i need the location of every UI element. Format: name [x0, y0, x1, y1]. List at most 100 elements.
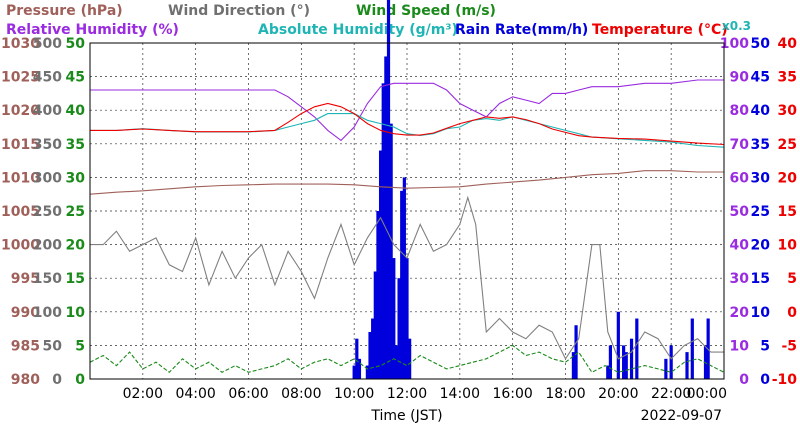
y-tick-rain: 15 — [751, 271, 770, 287]
y-tick-temperature: 20 — [778, 170, 798, 186]
y-tick-pressure: 1005 — [1, 204, 40, 220]
series-line-wind-direction — [90, 195, 724, 360]
x-axis-label: Time (JST) — [370, 408, 442, 424]
y-tick-temperature: 35 — [778, 70, 797, 86]
y-tick-wind-direction: 500 — [33, 36, 62, 52]
y-tick-temperature: 0 — [787, 305, 797, 321]
y-tick-rain: 35 — [751, 137, 770, 153]
rain-bar — [574, 325, 578, 379]
y-tick-humidity: 60 — [730, 170, 750, 186]
y-tick-temperature: 15 — [778, 204, 797, 220]
rain-bar — [685, 352, 689, 379]
y-tick-temperature: 5 — [787, 271, 797, 287]
rain-bar — [571, 352, 576, 379]
x-tick-label: 02:00 — [123, 386, 163, 402]
y-tick-rain: 40 — [751, 103, 771, 119]
x-tick-label: 22:00 — [651, 386, 691, 402]
rain-bar — [365, 365, 369, 379]
grid — [90, 43, 724, 379]
y-tick-rain: 20 — [751, 238, 771, 254]
y-tick-humidity: 90 — [730, 70, 750, 86]
y-tick-humidity: 100 — [720, 36, 749, 52]
y-tick-rain: 0 — [760, 372, 770, 388]
y-tick-rain: 10 — [751, 305, 771, 321]
y-tick-wind-speed: 0 — [75, 372, 85, 388]
x-tick-label: 20:00 — [598, 386, 638, 402]
plot-frame — [89, 42, 725, 380]
y-tick-wind-speed: 50 — [66, 36, 86, 52]
legend-rain-scale-note: x0.3 — [722, 19, 751, 33]
left-axes: 1030102510201015101010051000995990985980… — [1, 36, 85, 388]
legend-wind-speed: Wind Speed (m/s) — [356, 3, 496, 19]
y-tick-wind-direction: 350 — [33, 137, 62, 153]
y-tick-wind-direction: 50 — [43, 338, 63, 354]
y-tick-pressure: 990 — [11, 305, 40, 321]
rain-bar — [405, 258, 409, 379]
y-tick-wind-speed: 40 — [66, 103, 86, 119]
y-tick-wind-direction: 100 — [33, 305, 62, 321]
rain-bar — [690, 318, 694, 379]
rain-bar — [394, 345, 399, 379]
y-tick-wind-speed: 30 — [66, 170, 86, 186]
rain-bar — [703, 345, 708, 379]
y-tick-rain: 30 — [751, 170, 771, 186]
rain-bar — [355, 338, 359, 379]
rain-bar — [397, 278, 401, 379]
legend-wind-direction: Wind Direction (°) — [168, 3, 310, 19]
rain-bar — [408, 338, 412, 379]
y-tick-wind-direction: 400 — [33, 103, 62, 119]
y-tick-wind-direction: 0 — [52, 372, 62, 388]
rain-bar — [357, 358, 362, 379]
y-tick-wind-direction: 450 — [33, 70, 62, 86]
rain-bar — [606, 365, 610, 379]
x-tick-label: 18:00 — [545, 386, 585, 402]
x-tick-label: 04:00 — [175, 386, 215, 402]
y-tick-humidity: 70 — [730, 137, 750, 153]
rain-bar — [386, 0, 391, 380]
series-layer — [89, 0, 725, 380]
rain-bar — [392, 258, 396, 379]
y-tick-humidity: 30 — [730, 271, 750, 287]
series-line-temperature — [90, 102, 725, 146]
rain-bar — [402, 177, 406, 379]
y-tick-rain: 25 — [751, 204, 770, 220]
legend-temperature: Temperature (°C) — [592, 22, 728, 38]
legend-absolute-humidity: Absolute Humidity (g/m³) — [258, 22, 458, 38]
legend-pressure: Pressure (hPa) — [6, 3, 123, 19]
rain-bar — [400, 190, 404, 379]
rain-bar — [664, 358, 668, 379]
x-tick-label: 00:00 — [687, 386, 727, 402]
y-tick-wind-speed: 45 — [66, 70, 85, 86]
x-tick-label: 14:00 — [440, 386, 480, 402]
y-tick-humidity: 50 — [730, 204, 750, 220]
y-tick-rain: 45 — [751, 70, 770, 86]
y-tick-pressure: 985 — [11, 338, 40, 354]
y-tick-pressure: 1015 — [1, 137, 40, 153]
y-tick-rain: 50 — [751, 36, 771, 52]
rain-bar — [381, 83, 385, 379]
y-tick-pressure: 1010 — [1, 170, 40, 186]
date-label: 2022-09-07 — [641, 408, 722, 424]
rain-bar — [376, 211, 380, 379]
legend-rain-rate: Rain Rate(mm/h) — [455, 22, 588, 38]
x-tick-label: 16:00 — [492, 386, 532, 402]
y-tick-temperature: -10 — [772, 372, 798, 388]
y-tick-pressure: 980 — [11, 372, 40, 388]
y-tick-humidity: 10 — [730, 338, 750, 354]
rain-bar — [384, 56, 388, 379]
rain-bar — [368, 331, 372, 379]
y-tick-temperature: 10 — [778, 238, 798, 254]
rain-bar — [608, 345, 613, 379]
y-tick-pressure: 995 — [11, 271, 40, 287]
y-tick-wind-direction: 150 — [33, 271, 62, 287]
legend-relative-humidity: Relative Humidity (%) — [6, 22, 179, 38]
series-line-pressure — [89, 170, 724, 195]
y-tick-temperature: 30 — [778, 103, 798, 119]
y-tick-humidity: 20 — [730, 305, 750, 321]
rain-bar — [389, 123, 393, 379]
y-tick-wind-speed: 20 — [66, 238, 86, 254]
rain-bar — [371, 318, 375, 379]
y-tick-wind-direction: 250 — [33, 204, 62, 220]
rain-bar — [616, 311, 620, 379]
